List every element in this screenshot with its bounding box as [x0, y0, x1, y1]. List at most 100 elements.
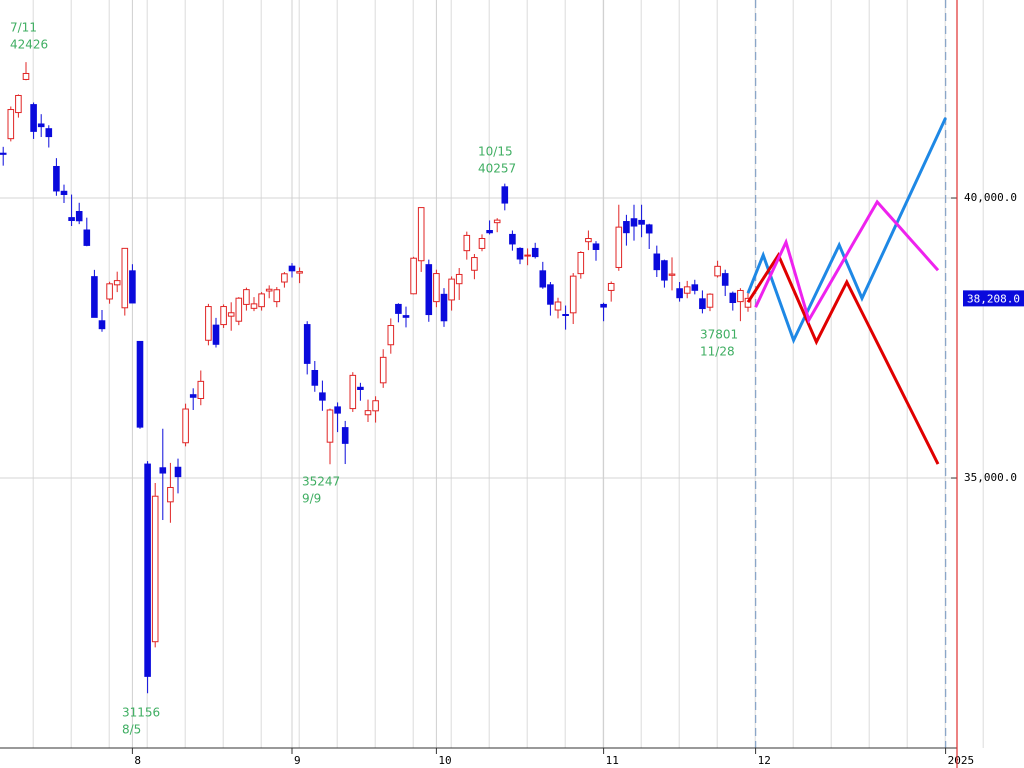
- candle-body: [554, 301, 562, 311]
- candle-body: [645, 224, 653, 234]
- candle-body: [372, 400, 379, 412]
- x-tick-label: 8: [134, 754, 141, 767]
- candle-body: [129, 270, 136, 304]
- candle-body: [121, 247, 129, 309]
- candle-body: [509, 233, 516, 245]
- candle-body: [721, 273, 729, 286]
- candle-body: [706, 293, 714, 308]
- candle-body: [524, 254, 531, 257]
- candle-body: [357, 386, 364, 390]
- candle-body: [159, 467, 167, 474]
- annotation-value: 42426: [10, 38, 48, 52]
- candle-body: [737, 289, 744, 303]
- annotation-value: 37801: [700, 328, 738, 342]
- candle-body: [227, 312, 235, 317]
- candle-body: [425, 264, 433, 316]
- candle-body: [440, 293, 448, 322]
- x-tick-label: 10: [438, 754, 451, 767]
- candle-body: [607, 282, 615, 291]
- x-tick-label: 11: [606, 754, 619, 767]
- candle-body: [151, 495, 159, 643]
- candle-body: [258, 293, 265, 308]
- x-tick-label: 12: [758, 754, 771, 767]
- candle-body: [478, 238, 486, 249]
- candle-body: [379, 356, 387, 384]
- candle-body: [326, 409, 334, 443]
- candle-body: [91, 276, 98, 318]
- candle-body: [243, 289, 250, 305]
- candle-body: [455, 273, 463, 285]
- candle-body: [486, 229, 493, 234]
- candle-body: [22, 72, 30, 80]
- candle-body: [212, 324, 220, 345]
- candle-body: [53, 165, 60, 192]
- candle-body: [98, 320, 106, 330]
- candle-body: [7, 109, 15, 140]
- projection-line: [746, 117, 947, 345]
- candle-body: [585, 238, 592, 243]
- candle-body: [303, 324, 311, 364]
- candle-body: [273, 289, 281, 303]
- candle-body: [136, 340, 144, 428]
- candle-body: [250, 303, 258, 309]
- candle-body: [691, 284, 699, 291]
- candle-body: [501, 186, 509, 204]
- candle-body: [417, 207, 425, 262]
- candle-body: [341, 427, 349, 444]
- candle-body: [448, 278, 455, 301]
- candle-body: [319, 392, 326, 401]
- candle-body: [433, 273, 440, 303]
- candle-body: [83, 229, 91, 246]
- candle-body: [334, 406, 341, 414]
- annotation-date: 10/15: [478, 145, 513, 159]
- candle-body: [569, 275, 577, 314]
- candle-body: [30, 104, 37, 132]
- candle-body: [463, 234, 471, 252]
- annotation-date: 8/5: [122, 723, 141, 737]
- candle-body: [144, 463, 151, 677]
- candle-body: [288, 265, 296, 272]
- candle-body: [699, 298, 706, 310]
- candle-body: [296, 271, 303, 274]
- candle-body: [113, 280, 121, 286]
- candle-body: [349, 374, 357, 410]
- last-price-label: 38,208.0: [967, 292, 1020, 305]
- candle-body: [387, 325, 395, 346]
- candle-body: [744, 297, 752, 308]
- candle-body: [15, 94, 22, 114]
- candle-body: [630, 218, 638, 227]
- candle-body: [471, 257, 478, 271]
- y-tick-label: 40,000.0: [964, 191, 1017, 204]
- candle-body: [174, 466, 182, 478]
- x-tick-label: 9: [294, 754, 301, 767]
- candle-body: [531, 247, 539, 258]
- candle-body: [205, 306, 212, 341]
- candle-body: [75, 211, 83, 222]
- y-tick-label: 35,000.0: [964, 471, 1017, 484]
- candle-body: [493, 219, 501, 224]
- candle-body: [562, 313, 569, 316]
- candle-body: [311, 369, 319, 386]
- candle-body: [676, 288, 683, 299]
- candle-body: [402, 315, 410, 318]
- candle-body: [189, 394, 197, 398]
- candle-body: [220, 306, 227, 326]
- candle-body: [623, 221, 630, 234]
- x-tick-label: 2025: [948, 754, 975, 767]
- candle-body: [668, 273, 676, 276]
- candle-body: [638, 219, 645, 225]
- candle-body: [516, 247, 524, 260]
- candle-body: [653, 253, 661, 271]
- candle-body: [600, 303, 607, 308]
- last-price-box: [963, 290, 1024, 307]
- annotation-date: 11/28: [700, 345, 735, 359]
- candle-body: [364, 410, 372, 416]
- candle-body: [182, 408, 189, 444]
- projection-line: [754, 199, 940, 324]
- annotation-value: 40257: [478, 162, 516, 176]
- candle-body: [577, 252, 585, 275]
- candle-body: [68, 217, 75, 221]
